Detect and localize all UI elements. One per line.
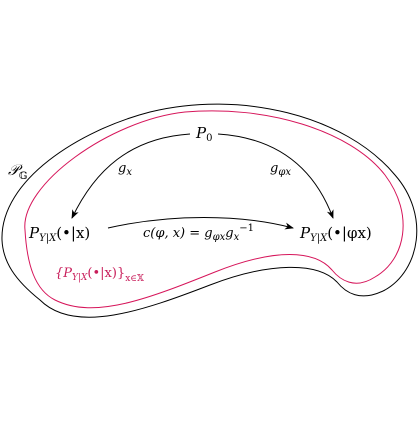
left-node-sub: Y|X [39,233,57,244]
left-node-label: PY|X(•|x) [28,224,90,244]
bottom-arrow-label-mid: g [225,226,233,241]
top-node-main: P [195,124,207,142]
right-arrow-label-sub: φx [278,167,291,178]
right-arrow-label: gφx [270,161,291,178]
top-node-sub: 0 [206,133,212,144]
bottom-arrow-label-sub2: x [234,232,240,243]
right-node-rest: (•|φx) [327,224,372,242]
right-node-sub: Y|X [310,233,328,244]
left-node-main: P [28,224,40,242]
inner-region-label-mid: (•|x)} [87,266,125,281]
bottom-arrow-label-sup2: −1 [239,223,254,234]
outer-region-label: 𝒫𝔾 [8,161,27,182]
right-node-main: P [299,224,311,242]
inner-region-label-sub2: x∈𝕏 [125,274,144,284]
top-node-label: P0 [195,124,212,144]
arrow-p0-to-right [217,133,334,219]
bottom-arrow-label-main: c(φ, x) = g [143,226,213,241]
right-node-label: PY|X(•|φx) [299,224,372,244]
left-node-rest: (•|x) [56,224,90,242]
arrow-p0-to-left [71,133,191,219]
arrow-left-to-right [107,217,294,230]
inner-region-boundary [24,110,404,309]
bottom-arrow-label-sub1: φx [213,232,226,243]
right-arrow-label-main: g [270,161,278,176]
inner-region-label-sub: Y|X [72,273,88,283]
left-arrow-label-sub: x [126,167,132,178]
left-arrow-label-main: g [118,161,126,176]
inner-region-label-main: {P [55,266,72,281]
outer-region-label-sub: 𝔾 [19,171,28,182]
left-arrow-label: gx [118,161,132,178]
outer-region-boundary [1,103,418,318]
inner-region-label: {PY|X(•|x)}x∈𝕏 [55,266,144,284]
bottom-arrow-label: c(φ, x) = gφxgx−1 [143,223,254,243]
